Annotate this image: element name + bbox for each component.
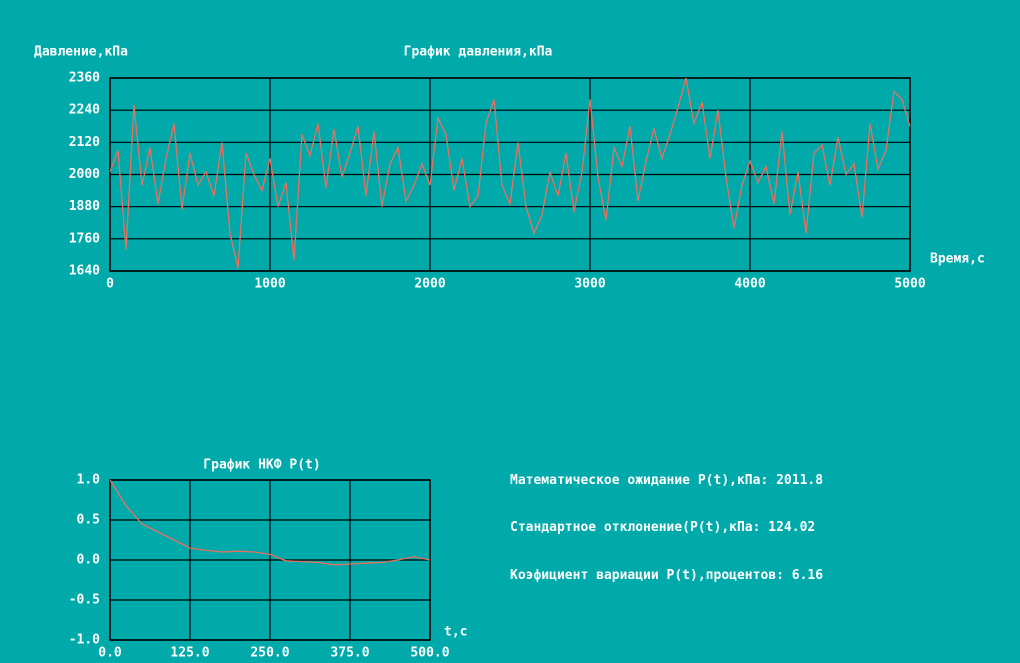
x-tick-label: 0 — [106, 277, 114, 292]
stat-line: Коэфициент вариации P(t),процентов: 6.16 — [510, 568, 823, 583]
data-line — [109, 479, 431, 566]
data-line — [109, 77, 911, 269]
x-axis-label: t,c — [444, 625, 467, 640]
stat-label: Математическое ожидание P(t),кПа: — [510, 473, 768, 488]
y-axis-label: Давление,кПа — [34, 45, 128, 60]
x-tick-label: 375.0 — [330, 646, 369, 661]
y-tick-label: 0.0 — [77, 553, 101, 568]
y-tick-label: -0.5 — [69, 593, 100, 608]
y-tick-label: 1760 — [69, 231, 100, 246]
x-axis-label: Время,с — [930, 252, 985, 267]
y-tick-label: 1.0 — [77, 473, 101, 488]
stat-label: Стандартное отклонение(P(t),кПа: — [510, 520, 760, 535]
chart-title: График НКФ P(t) — [203, 458, 320, 473]
y-tick-label: 2000 — [69, 167, 100, 182]
chart-title: График давления,кПа — [404, 45, 553, 60]
stat-value: 6.16 — [792, 568, 823, 583]
y-tick-label: 2120 — [69, 135, 100, 150]
x-tick-label: 0.0 — [98, 646, 122, 661]
stat-value: 124.02 — [768, 520, 815, 535]
stat-line: Математическое ожидание P(t),кПа: 2011.8 — [510, 473, 823, 488]
y-tick-label: 1880 — [69, 199, 100, 214]
x-tick-label: 1000 — [254, 277, 285, 292]
x-tick-label: 125.0 — [170, 646, 209, 661]
x-tick-label: 5000 — [894, 277, 925, 292]
x-tick-label: 500.0 — [410, 646, 449, 661]
y-tick-label: 0.5 — [77, 513, 100, 528]
x-tick-label: 2000 — [414, 277, 445, 292]
stat-label: Коэфициент вариации P(t),процентов: — [510, 568, 784, 583]
y-tick-label: -1.0 — [69, 633, 100, 648]
x-tick-label: 3000 — [574, 277, 605, 292]
y-tick-label: 2360 — [69, 71, 100, 86]
x-tick-label: 4000 — [734, 277, 765, 292]
y-tick-label: 2240 — [69, 103, 100, 118]
stat-line: Стандартное отклонение(P(t),кПа: 124.02 — [510, 520, 815, 535]
x-tick-label: 250.0 — [250, 646, 289, 661]
stat-value: 2011.8 — [776, 473, 823, 488]
y-tick-label: 1640 — [69, 264, 100, 279]
